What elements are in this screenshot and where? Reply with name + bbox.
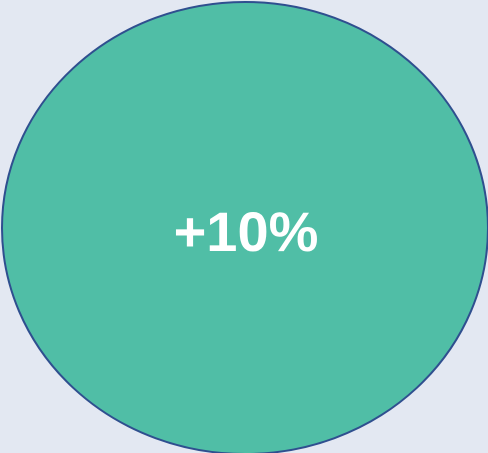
- badge-label: +10%: [174, 200, 319, 263]
